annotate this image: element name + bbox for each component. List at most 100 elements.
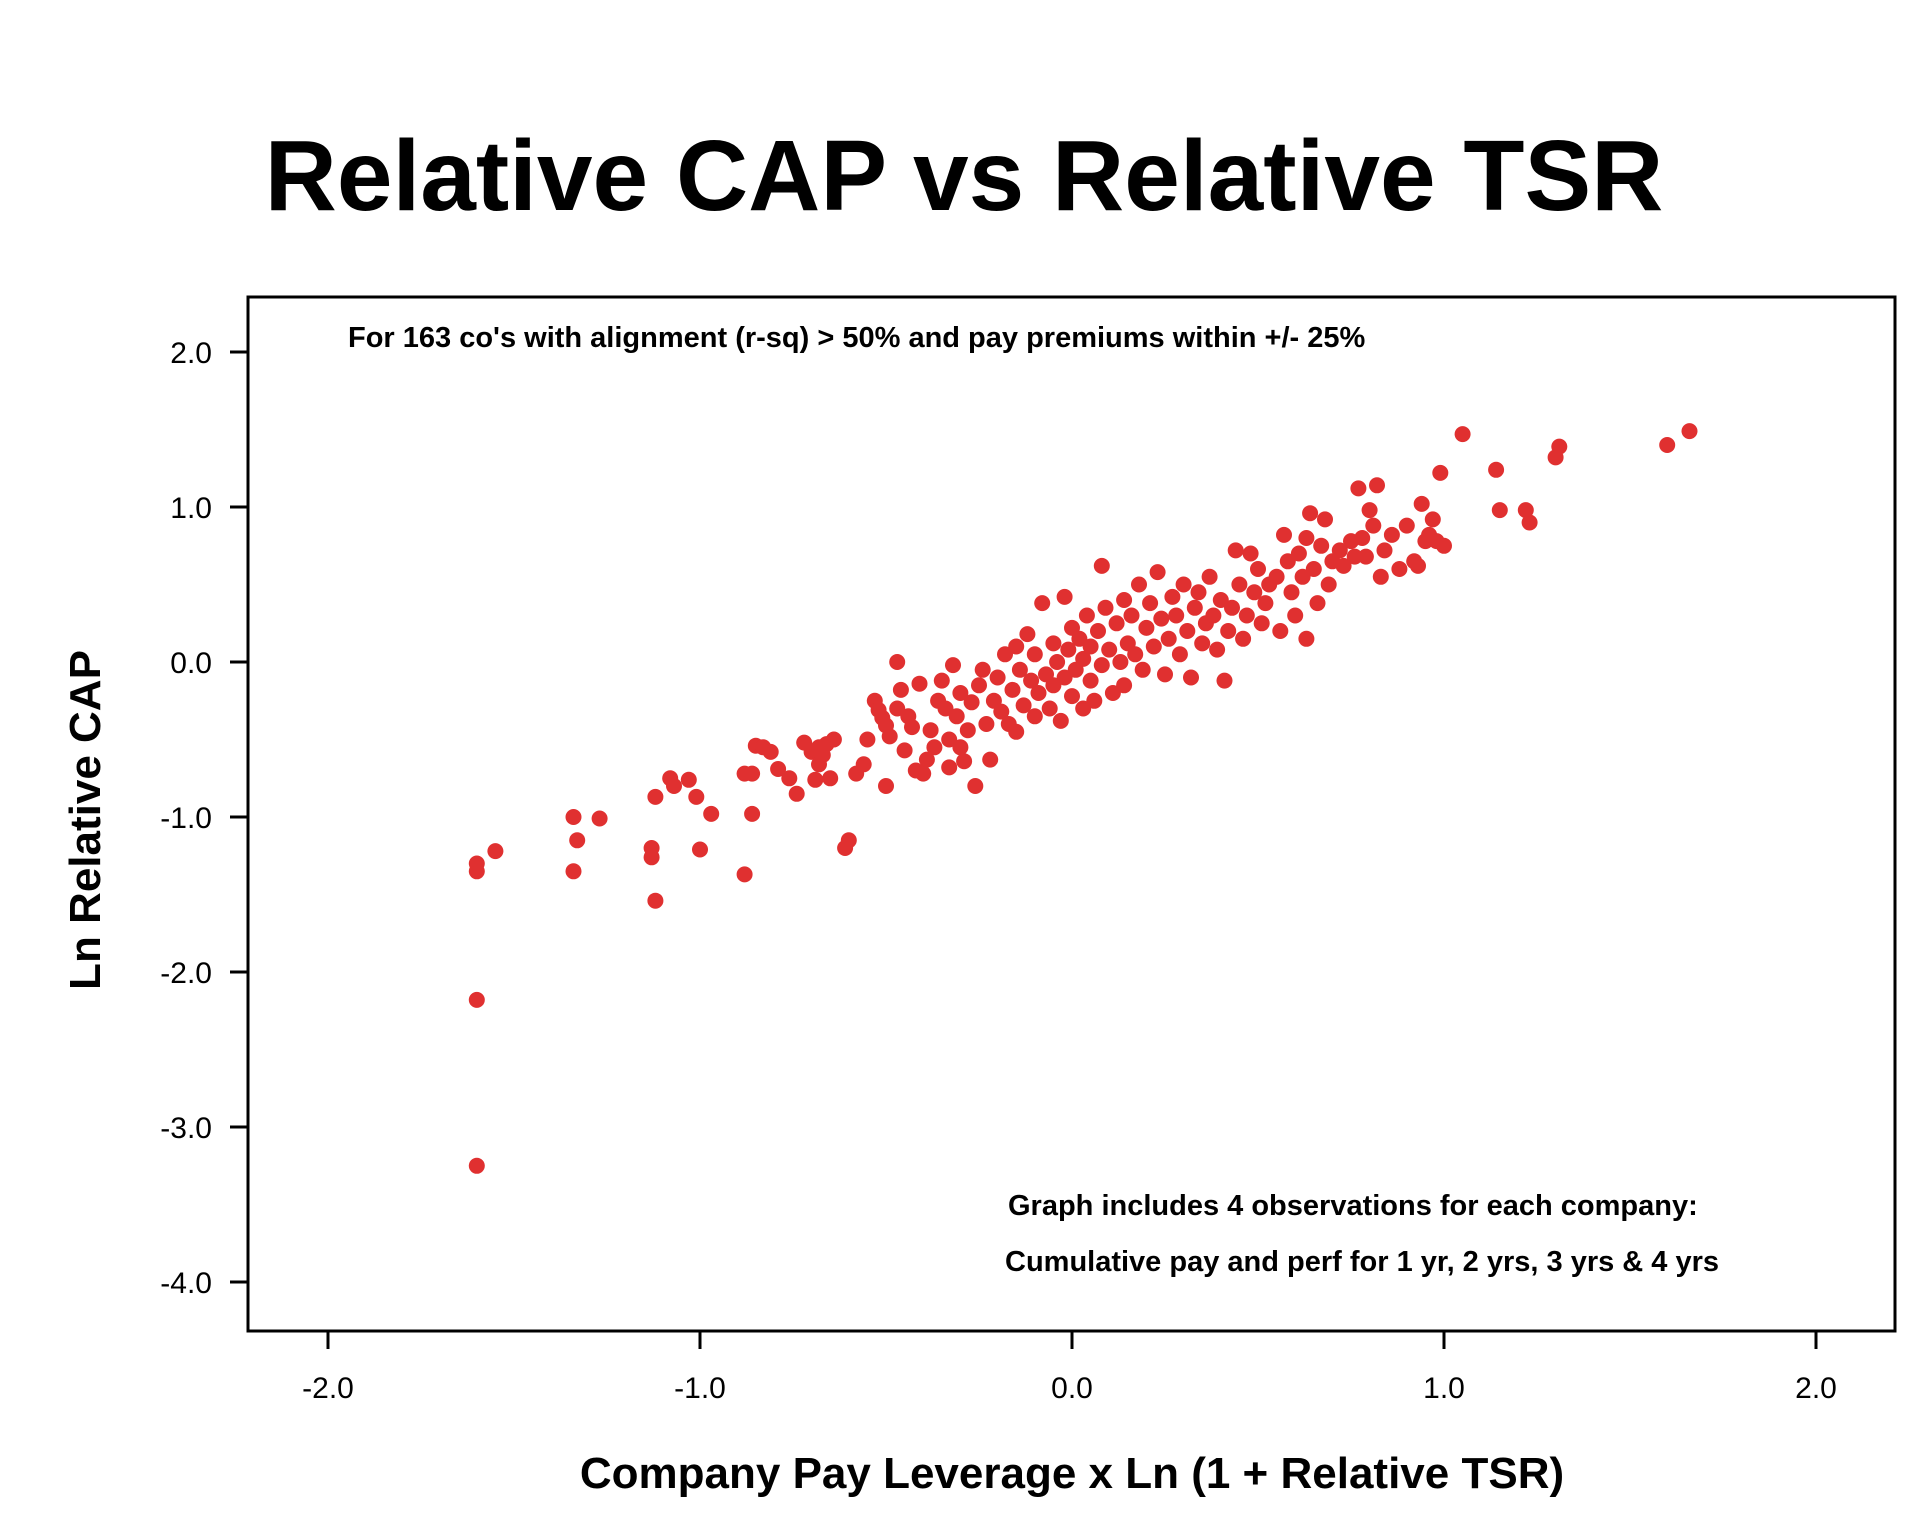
data-point: [1157, 666, 1173, 683]
x-tick-label: 2.0: [1795, 1372, 1837, 1405]
data-point: [1116, 677, 1133, 694]
data-point: [565, 809, 582, 825]
data-point: [1093, 657, 1110, 674]
y-tick-label: 2.0: [170, 337, 212, 370]
data-point: [1346, 548, 1363, 565]
data-point: [1194, 635, 1211, 652]
data-point: [1491, 502, 1508, 519]
data-point: [591, 810, 608, 827]
data-point: [468, 855, 485, 872]
data-point: [825, 731, 842, 748]
data-point: [1309, 595, 1326, 612]
data-point: [788, 785, 805, 802]
data-point: [1142, 595, 1159, 612]
data-point: [963, 694, 980, 711]
data-point: [1246, 584, 1263, 601]
data-point: [918, 751, 935, 768]
data-point: [971, 677, 987, 694]
data-point: [468, 1157, 485, 1174]
data-point: [1086, 692, 1103, 709]
data-point: [1287, 607, 1304, 624]
data-point: [1134, 661, 1151, 678]
data-point: [1075, 650, 1092, 667]
data-point: [937, 700, 954, 717]
data-point: [1361, 502, 1378, 519]
data-point: [978, 716, 995, 732]
data-point: [565, 863, 582, 880]
data-point: [1160, 630, 1177, 647]
data-point: [911, 675, 928, 692]
data-point: [1112, 654, 1129, 670]
data-point: [878, 778, 894, 794]
data-point: [1179, 623, 1196, 639]
data-point: [1082, 638, 1099, 655]
data-point: [1279, 553, 1296, 570]
data-point: [1131, 576, 1147, 593]
data-point: [1019, 626, 1036, 643]
x-axis: -2.0 -1.0 0.0 1.0 2.0: [302, 1331, 1837, 1405]
data-point: [1045, 677, 1062, 694]
data-point: [1145, 638, 1162, 655]
data-point: [1097, 599, 1114, 616]
data-point: [967, 778, 984, 794]
data-point: [1149, 564, 1166, 581]
data-point: [1116, 592, 1133, 608]
data-point: [1082, 672, 1099, 689]
data-point: [1071, 630, 1088, 647]
data-point: [1276, 526, 1292, 543]
data-point: [569, 832, 586, 849]
data-point: [1034, 595, 1051, 612]
data-point: [1488, 461, 1505, 478]
data-point: [1335, 557, 1352, 574]
data-point: [1268, 568, 1285, 585]
data-point: [1060, 641, 1077, 658]
plot-area-frame: [246, 295, 1897, 1333]
data-point: [1354, 530, 1371, 546]
data-point: [1008, 638, 1025, 655]
data-point: [1026, 646, 1043, 663]
data-point: [1272, 623, 1289, 639]
data-point: [1049, 654, 1066, 670]
data-point: [1436, 537, 1452, 554]
data-point: [948, 708, 965, 725]
data-point: [945, 657, 961, 674]
data-point: [1220, 623, 1237, 639]
data-point: [1290, 545, 1307, 562]
data-point: [1238, 607, 1255, 624]
data-point: [1305, 561, 1322, 577]
data-point: [1138, 619, 1155, 636]
data-point: [1205, 607, 1222, 624]
data-point: [974, 661, 991, 678]
data-point: [1227, 542, 1244, 559]
y-tick-label: 1.0: [170, 492, 212, 525]
data-point: [1041, 700, 1058, 717]
data-point: [692, 841, 708, 858]
data-point: [1313, 537, 1330, 554]
data-point: [1164, 588, 1181, 605]
data-point: [744, 765, 761, 782]
data-point: [1413, 495, 1430, 512]
data-point: [1209, 641, 1226, 658]
data-point: [1183, 669, 1199, 686]
y-tick-label: 0.0: [170, 647, 212, 680]
data-point: [1517, 502, 1534, 519]
data-point: [1093, 557, 1110, 574]
data-point: [1045, 635, 1062, 652]
data-point: [680, 771, 697, 788]
data-point: [1317, 511, 1333, 528]
data-point: [1104, 685, 1121, 701]
data-point: [982, 751, 999, 768]
data-point: [1410, 557, 1426, 574]
data-point: [1064, 688, 1080, 705]
data-point: [889, 700, 906, 717]
data-point: [1153, 610, 1170, 627]
data-point: [1216, 672, 1233, 689]
data-point: [1302, 505, 1319, 522]
data-point: [468, 991, 485, 1008]
data-point: [1108, 615, 1125, 632]
data-point: [736, 866, 753, 883]
data-point: [1242, 545, 1259, 562]
x-tick-label: 0.0: [1051, 1372, 1093, 1405]
data-points: [468, 423, 1698, 1174]
